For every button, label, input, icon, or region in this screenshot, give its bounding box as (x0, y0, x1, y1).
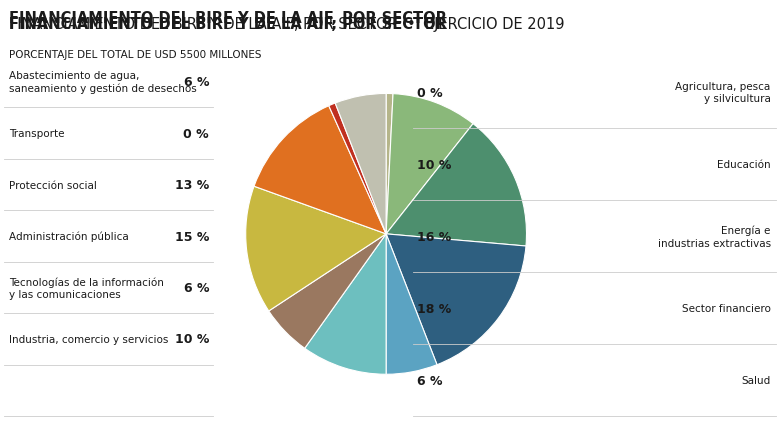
Text: 6 %: 6 % (183, 281, 209, 294)
Text: FINANCIAMIENTO DEL BIRF Y DE LA AIF, POR SECTOR  •  EJERCICIO DE 2019: FINANCIAMIENTO DEL BIRF Y DE LA AIF, POR… (9, 11, 565, 26)
Text: 6 %: 6 % (417, 374, 443, 387)
Wedge shape (386, 94, 393, 234)
Wedge shape (329, 104, 386, 234)
Wedge shape (254, 106, 386, 234)
Text: 6 %: 6 % (183, 76, 209, 89)
Wedge shape (386, 234, 526, 365)
Text: Administración pública: Administración pública (9, 231, 129, 242)
Text: Energía e
industrias extractivas: Energía e industrias extractivas (658, 225, 771, 248)
Text: Abastecimiento de agua,
saneamiento y gestión de desechos: Abastecimiento de agua, saneamiento y ge… (9, 71, 197, 94)
Text: Industria, comercio y servicios: Industria, comercio y servicios (9, 334, 168, 344)
Text: 0 %: 0 % (417, 86, 443, 99)
Text: PORCENTAJE DEL TOTAL DE USD 5500 MILLONES: PORCENTAJE DEL TOTAL DE USD 5500 MILLONE… (9, 50, 261, 60)
Wedge shape (386, 95, 473, 234)
Text: FINANCIAMIENTO DEL BIRF Y DE LA AIF, POR SECTOR: FINANCIAMIENTO DEL BIRF Y DE LA AIF, POR… (9, 17, 447, 32)
Text: Sector financiero: Sector financiero (682, 304, 771, 313)
Text: Protección social: Protección social (9, 180, 98, 190)
Text: 13 %: 13 % (175, 179, 209, 192)
Text: 18 %: 18 % (417, 302, 452, 315)
Wedge shape (335, 94, 386, 234)
Wedge shape (305, 234, 386, 374)
Text: 15 %: 15 % (175, 230, 209, 243)
Wedge shape (269, 234, 386, 349)
Text: 10 %: 10 % (175, 332, 209, 346)
Text: Transporte: Transporte (9, 129, 65, 139)
Text: 10 %: 10 % (417, 158, 452, 171)
Text: 0 %: 0 % (183, 127, 209, 141)
Wedge shape (386, 124, 526, 247)
Text: FINANCIAMIENTO DEL BIRF Y DE LA AIF, POR SECTOR  •  EJERCICIO DE 2019: FINANCIAMIENTO DEL BIRF Y DE LA AIF, POR… (9, 17, 565, 32)
Wedge shape (386, 234, 437, 374)
Text: 16 %: 16 % (417, 230, 452, 243)
Text: Agricultura, pesca
y silvicultura: Agricultura, pesca y silvicultura (675, 81, 771, 104)
Text: Educación: Educación (717, 160, 771, 170)
Text: Tecnologías de la información
y las comunicaciones: Tecnologías de la información y las comu… (9, 276, 165, 299)
Wedge shape (246, 187, 386, 311)
Text: FINANCIAMIENTO DEL BIRF Y DE LA AIF, POR SECTOR: FINANCIAMIENTO DEL BIRF Y DE LA AIF, POR… (9, 11, 447, 26)
Text: Salud: Salud (741, 375, 771, 385)
